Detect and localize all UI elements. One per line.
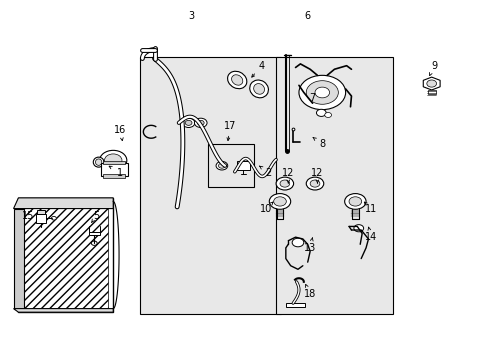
- Circle shape: [91, 241, 97, 246]
- Circle shape: [273, 197, 286, 206]
- Bar: [89, 232, 100, 235]
- Text: 17: 17: [224, 121, 236, 131]
- Text: 8: 8: [319, 139, 325, 149]
- Text: 13: 13: [304, 243, 316, 253]
- Circle shape: [197, 120, 203, 125]
- Circle shape: [185, 120, 192, 125]
- Bar: [37, 210, 45, 213]
- Circle shape: [426, 80, 436, 87]
- Text: 10: 10: [260, 203, 272, 213]
- Text: 3: 3: [187, 11, 194, 21]
- Text: 11: 11: [364, 203, 376, 213]
- Text: 4: 4: [258, 61, 264, 71]
- Text: 9: 9: [430, 61, 436, 71]
- Circle shape: [324, 112, 331, 117]
- Polygon shape: [14, 309, 113, 312]
- Polygon shape: [14, 198, 113, 208]
- Circle shape: [309, 180, 319, 187]
- Text: 2: 2: [265, 168, 271, 178]
- Bar: [236, 161, 250, 170]
- Circle shape: [298, 75, 345, 110]
- Circle shape: [182, 118, 195, 127]
- Circle shape: [194, 118, 206, 127]
- Circle shape: [305, 81, 338, 104]
- Bar: [36, 213, 46, 222]
- Circle shape: [104, 154, 122, 167]
- Text: 16: 16: [114, 125, 126, 135]
- Text: 12: 12: [310, 168, 323, 178]
- Circle shape: [316, 109, 325, 116]
- Bar: [19, 198, 113, 312]
- Bar: [101, 163, 127, 176]
- Text: 15: 15: [22, 211, 34, 221]
- Circle shape: [353, 225, 363, 232]
- Circle shape: [314, 87, 329, 98]
- Bar: [285, 302, 305, 307]
- Text: 18: 18: [304, 289, 316, 299]
- Circle shape: [291, 238, 303, 247]
- Text: 6: 6: [304, 11, 310, 21]
- FancyBboxPatch shape: [140, 57, 281, 314]
- Circle shape: [305, 177, 323, 190]
- Bar: [103, 174, 125, 178]
- Circle shape: [100, 150, 126, 170]
- Ellipse shape: [231, 75, 243, 85]
- Text: 1: 1: [117, 168, 123, 178]
- Ellipse shape: [253, 84, 264, 94]
- Text: 7: 7: [309, 93, 315, 103]
- Bar: [103, 161, 125, 163]
- Circle shape: [269, 194, 290, 209]
- Circle shape: [216, 161, 227, 170]
- FancyBboxPatch shape: [276, 57, 392, 314]
- Ellipse shape: [227, 71, 246, 89]
- Circle shape: [344, 194, 366, 209]
- Ellipse shape: [95, 159, 102, 165]
- Circle shape: [348, 197, 361, 206]
- Bar: [23, 202, 108, 309]
- Circle shape: [218, 163, 225, 168]
- Circle shape: [51, 216, 56, 220]
- Circle shape: [276, 177, 293, 190]
- Ellipse shape: [249, 80, 268, 98]
- Bar: [14, 208, 24, 309]
- Circle shape: [280, 180, 289, 187]
- Text: 14: 14: [364, 232, 376, 242]
- FancyBboxPatch shape: [207, 144, 254, 187]
- Bar: [427, 90, 435, 94]
- Ellipse shape: [93, 157, 104, 167]
- Polygon shape: [423, 77, 439, 90]
- Text: 5: 5: [93, 211, 99, 221]
- Text: 12: 12: [282, 168, 294, 178]
